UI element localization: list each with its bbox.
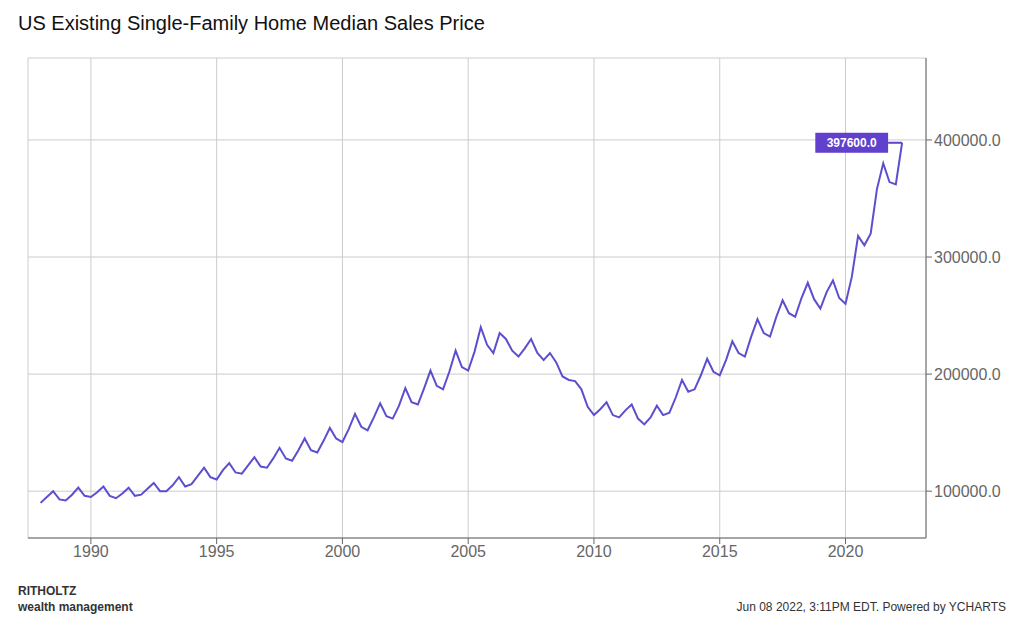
svg-text:2015: 2015 — [702, 543, 738, 560]
svg-text:397600.0: 397600.0 — [827, 136, 877, 150]
svg-text:1990: 1990 — [73, 543, 109, 560]
html-text:wealth management: wealth management — [18, 599, 133, 614]
html-text:Jun 08 2022, 3:11PM EDT. Power: Jun 08 2022, 3:11PM EDT. Powered by YCHA… — [736, 599, 1006, 614]
html-text:RITHOLTZ: RITHOLTZ — [18, 584, 77, 598]
svg-text:400000.0: 400000.0 — [934, 132, 1001, 149]
svg-text:2020: 2020 — [828, 543, 864, 560]
svg-text:100000.0: 100000.0 — [934, 483, 1001, 500]
html-text:US Existing Single-Family Home: US Existing Single-Family Home Median Sa… — [18, 12, 485, 34]
svg-text:300000.0: 300000.0 — [934, 249, 1001, 266]
svg-text:200000.0: 200000.0 — [934, 366, 1001, 383]
svg-text:2000: 2000 — [325, 543, 361, 560]
svg-text:2010: 2010 — [576, 543, 612, 560]
svg-text:2005: 2005 — [450, 543, 486, 560]
svg-text:1995: 1995 — [199, 543, 235, 560]
